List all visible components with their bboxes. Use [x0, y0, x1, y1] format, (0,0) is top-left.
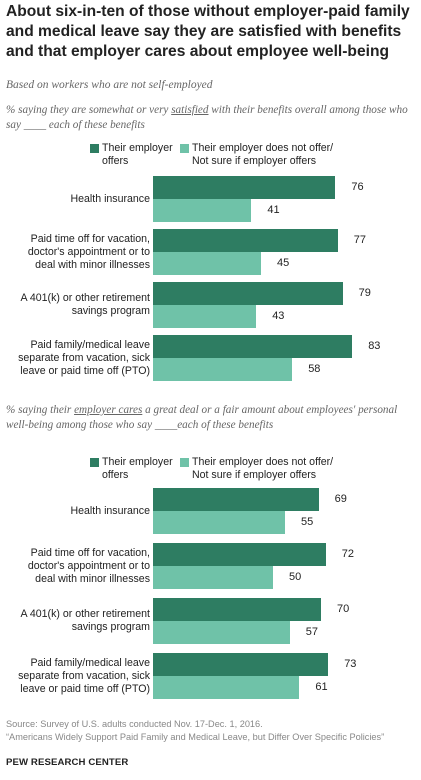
bar-offers [153, 229, 338, 252]
bar-offers [153, 653, 329, 676]
category-label: Health insurance [70, 504, 151, 517]
chart-employer-cares: Health insurance 69 55 Paid time off for va… [0, 488, 421, 708]
bar-offers [153, 335, 353, 358]
data-label-not-offer: 61 [315, 681, 328, 693]
legend-2: Their employer offers Their employer does… [0, 456, 421, 488]
data-label-not-offer: 41 [267, 204, 280, 216]
category-label: Paid time off for vacation, doctor's appo… [27, 546, 150, 585]
chart-title: About six-in-ten of those without employ… [6, 3, 410, 60]
legend-text-offers: Their employer offers [102, 456, 173, 481]
bar-not-offer [153, 358, 293, 381]
chart-satisfied: Health insurance 76 41 Paid time off for va… [0, 176, 421, 386]
bar-offers [153, 598, 321, 621]
data-label-not-offer: 57 [305, 626, 319, 638]
bar-not-offer [153, 252, 261, 275]
bar-offers [153, 488, 319, 511]
legend-text-not-offer: Their employer does not offer/Not sure i… [192, 142, 334, 167]
category-label: Paid family/medical leave separate from v… [18, 656, 150, 695]
category-label: Health insurance [70, 192, 151, 205]
legend-text-not-offer: Their employer does not offer/Not sure i… [192, 456, 334, 481]
data-label-offers: 72 [341, 548, 355, 560]
data-label-not-offer: 55 [301, 516, 314, 528]
data-label-not-offer: 58 [308, 363, 321, 375]
chart-subtitle: Based on workers who are not self-employ… [6, 79, 213, 91]
bar-not-offer [153, 566, 273, 589]
bar-not-offer [153, 621, 290, 644]
brand-logo-text: PEW RESEARCH CENTER [6, 757, 129, 768]
bar-offers [153, 176, 336, 199]
legend-1: Their employer offers Their employer does… [0, 142, 421, 174]
category-label: Paid family/medical leave separate from v… [18, 338, 150, 377]
legend-swatch-offers [90, 458, 99, 467]
bar-not-offer [153, 305, 257, 328]
legend-swatch-not-offer [180, 458, 189, 467]
data-label-offers: 77 [353, 234, 367, 246]
bar-not-offer [153, 511, 285, 534]
data-label-offers: 69 [334, 493, 347, 505]
footer-source: Source: Survey of U.S. adults conducted … [6, 719, 263, 729]
section-2-label: % saying their employer cares a great de… [6, 404, 398, 431]
section-1-label: % saying they are somewhat or very satis… [6, 104, 408, 131]
legend-swatch-offers [90, 144, 99, 153]
bar-offers [153, 282, 343, 305]
data-label-not-offer: 50 [289, 571, 302, 583]
bar-offers [153, 543, 326, 566]
category-label: A 401(k) or other retirement savings prog… [20, 292, 150, 317]
footer-report: “Americans Widely Support Paid Family an… [6, 732, 385, 742]
category-label: A 401(k) or other retirement savings prog… [20, 608, 150, 633]
data-label-offers: 83 [368, 340, 381, 352]
legend-text-offers: Their employer offers [102, 142, 173, 167]
data-label-offers: 76 [351, 181, 364, 193]
category-label: Paid time off for vacation, doctor's appo… [27, 232, 150, 271]
data-label-offers: 79 [358, 287, 371, 299]
legend-swatch-not-offer [180, 144, 189, 153]
bar-not-offer [153, 676, 300, 699]
data-label-not-offer: 45 [277, 257, 290, 269]
data-label-offers: 70 [337, 603, 350, 615]
bar-not-offer [153, 199, 252, 222]
data-label-offers: 73 [344, 658, 357, 670]
data-label-not-offer: 43 [272, 310, 285, 322]
